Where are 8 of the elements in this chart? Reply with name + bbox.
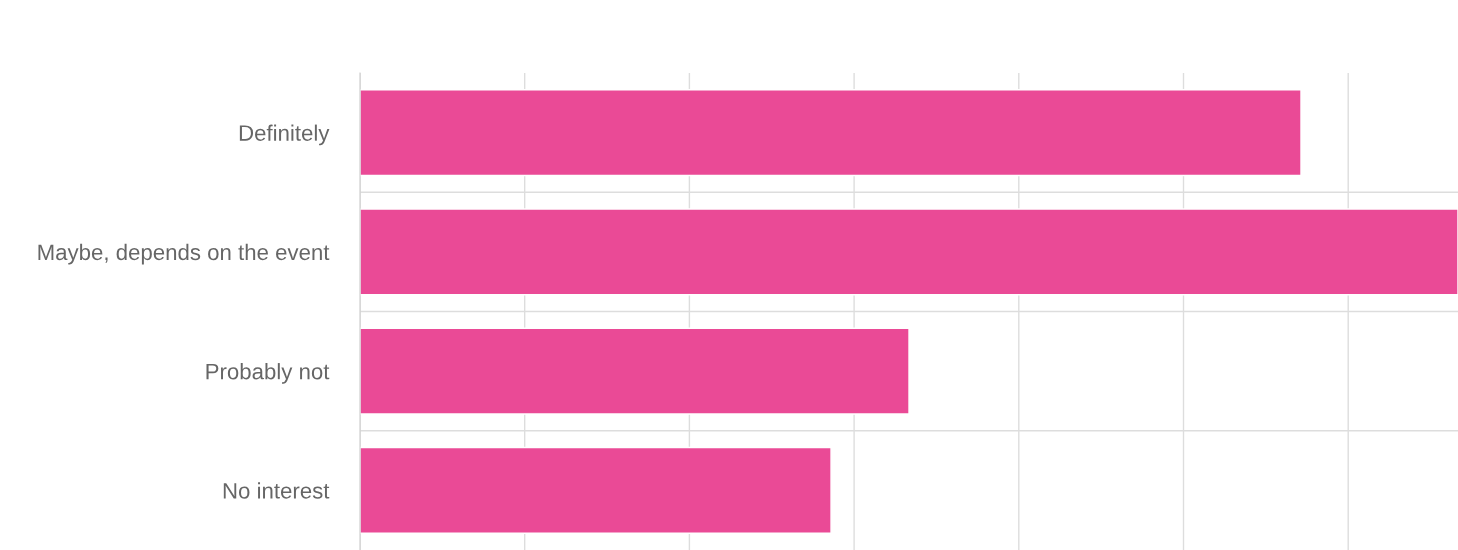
- y-tick-label: Probably not: [206, 363, 330, 384]
- bar: [360, 446, 832, 534]
- bar: [360, 208, 1458, 296]
- bar: [360, 89, 1302, 177]
- y-tick-label: Maybe, depends on the event: [38, 243, 330, 265]
- y-tick-label: Definitely: [239, 124, 330, 146]
- bar: [360, 327, 910, 415]
- y-tick-label: No interest: [223, 482, 330, 499]
